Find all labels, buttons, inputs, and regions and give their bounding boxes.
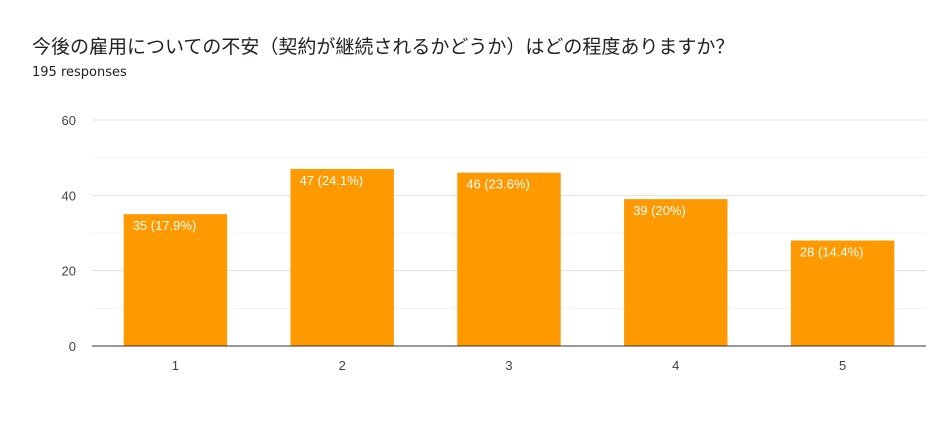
data-label: 28 (14.4%) xyxy=(800,245,864,260)
x-tick-label: 4 xyxy=(672,358,679,373)
label-layer: 0 20 40 60 35 (17.9%) 1 47 (24.1%) 2 46 (23.6%) 3… xyxy=(62,113,864,373)
question-title: 今後の雇用についての不安（契約が継続されるかどうか）はどの程度ありますか？ xyxy=(32,36,735,58)
bar xyxy=(790,240,895,346)
x-tick-label: 2 xyxy=(339,358,346,373)
data-label: 46 (23.6%) xyxy=(466,177,530,192)
bar-layer xyxy=(123,168,895,346)
y-tick-label: 0 xyxy=(69,339,76,354)
x-tick-label: 1 xyxy=(172,358,179,373)
y-tick-label: 40 xyxy=(62,188,76,203)
x-tick-label: 3 xyxy=(505,358,512,373)
bar xyxy=(290,168,394,346)
bar xyxy=(457,172,561,346)
data-label: 35 (17.9%) xyxy=(133,218,197,233)
data-label: 47 (24.1%) xyxy=(299,173,363,188)
x-tick-label: 5 xyxy=(839,358,846,373)
bar xyxy=(624,199,728,346)
y-tick-label: 20 xyxy=(62,264,76,279)
y-tick-label: 60 xyxy=(62,113,76,128)
response-count: 195 responses xyxy=(32,65,127,80)
bar xyxy=(123,214,228,346)
data-label: 39 (20%) xyxy=(633,203,686,218)
